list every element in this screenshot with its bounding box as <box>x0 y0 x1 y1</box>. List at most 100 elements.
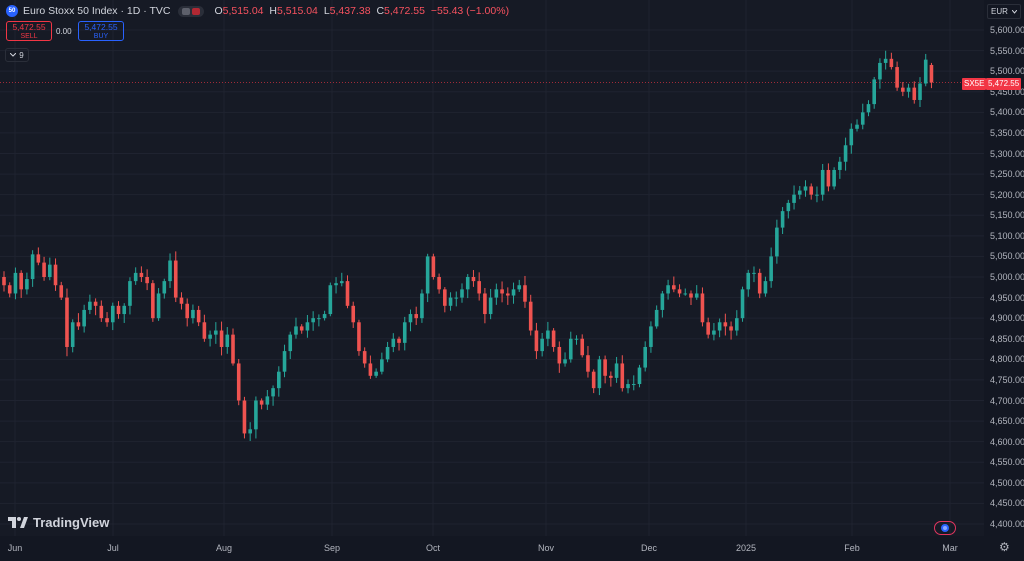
time-axis[interactable] <box>0 536 984 561</box>
candle-body <box>471 277 476 282</box>
tradingview-logo[interactable]: TradingView <box>8 515 109 530</box>
candle-body <box>528 301 533 331</box>
time-tick-label: Oct <box>425 543 441 553</box>
candlestick-chart[interactable] <box>0 0 984 536</box>
price-tick-label: 5,200.00 <box>990 189 1024 200</box>
candle-body <box>694 293 699 298</box>
last-price-label: 5,472.55 <box>986 78 1022 90</box>
candle-body <box>82 309 86 327</box>
candle-body <box>19 272 23 290</box>
price-tick-label: 4,500.00 <box>990 477 1024 488</box>
candle-body <box>672 285 676 290</box>
candle-body <box>110 305 115 323</box>
candle-body <box>797 190 802 195</box>
candle-body <box>254 400 258 430</box>
candle-body <box>906 87 911 92</box>
price-tick-label: 5,350.00 <box>990 127 1024 138</box>
candle-body <box>546 330 550 339</box>
candle-body <box>357 322 361 352</box>
candle-body <box>414 314 418 319</box>
time-tick-label: Sep <box>323 543 341 553</box>
scroll-to-realtime-button[interactable] <box>934 521 956 535</box>
candle-body <box>191 309 195 319</box>
candle-body <box>631 384 636 386</box>
sell-button[interactable]: 5,472.55 SELL <box>6 21 52 41</box>
candle-body <box>7 285 12 294</box>
candle-body <box>591 371 596 389</box>
candle-body <box>752 272 756 274</box>
price-tick-label: 4,800.00 <box>990 354 1024 365</box>
symbol-header: 50 Euro Stoxx 50 Index · 1D · TVC O5,515… <box>6 4 512 18</box>
candle-body <box>36 254 41 263</box>
candle-body <box>494 289 499 298</box>
candle-body <box>196 309 201 323</box>
candle-body <box>151 283 155 319</box>
candle-body <box>523 285 527 302</box>
candle-body <box>156 293 161 319</box>
candle-body <box>878 62 882 80</box>
candle-body <box>345 281 350 306</box>
candle-body <box>25 279 29 290</box>
time-tick-label: Nov <box>537 543 555 553</box>
candle-body <box>299 326 304 331</box>
candle-body <box>99 305 104 319</box>
symbol-title[interactable]: Euro Stoxx 50 Index · 1D · TVC <box>23 5 171 17</box>
candle-body <box>838 161 842 170</box>
ohlc-values: O5,515.04 H5,515.04 L5,437.38 C5,472.55 … <box>214 5 512 17</box>
candle-body <box>236 363 241 401</box>
candle-body <box>643 346 647 368</box>
price-tick-label: 4,650.00 <box>990 416 1024 427</box>
candle-body <box>929 64 934 83</box>
buy-button[interactable]: 5,472.55 BUY <box>78 21 124 41</box>
spread-value: 0.00 <box>56 27 72 36</box>
price-tick-label: 5,150.00 <box>990 210 1024 221</box>
indicators-count: 9 <box>19 50 24 60</box>
candle-body <box>42 262 46 277</box>
candle-body <box>551 330 556 347</box>
candle-body <box>30 254 35 280</box>
index-logo-icon[interactable]: 50 <box>6 5 18 17</box>
candle-body <box>855 124 859 129</box>
chevron-down-icon <box>1012 9 1017 14</box>
candle-body <box>202 322 207 339</box>
candle-body <box>557 346 562 364</box>
chevron-down-icon <box>10 53 17 57</box>
candle-body <box>506 293 510 296</box>
currency-selector[interactable]: EUR <box>987 4 1021 19</box>
candle-body <box>740 289 745 319</box>
candle-body <box>454 297 459 299</box>
candle-body <box>443 289 447 306</box>
close-label: C <box>376 5 385 17</box>
candle-body <box>889 58 894 68</box>
candle-body <box>368 363 373 376</box>
time-tick-label: 2025 <box>735 543 757 553</box>
candle-body <box>609 375 613 378</box>
indicators-toggle[interactable]: 9 <box>5 48 29 62</box>
buy-label: BUY <box>93 33 109 40</box>
high-label: H <box>269 5 278 17</box>
candle-body <box>637 367 642 385</box>
price-tick-label: 5,500.00 <box>990 66 1024 77</box>
candle-body <box>288 334 293 352</box>
candle-body <box>13 272 18 294</box>
candle-body <box>803 186 808 191</box>
price-tick-label: 4,550.00 <box>990 457 1024 468</box>
candle-body <box>883 58 888 63</box>
candle-body <box>339 281 344 284</box>
candle-body <box>614 363 619 378</box>
chart-plot-area[interactable] <box>0 0 984 536</box>
candle-body <box>311 318 315 323</box>
price-tick-label: 4,600.00 <box>990 436 1024 447</box>
candle-body <box>408 314 413 323</box>
price-tick-label: 4,950.00 <box>990 292 1024 303</box>
price-tick-label: 5,300.00 <box>990 148 1024 159</box>
candle-body <box>689 293 693 298</box>
candle-body <box>654 309 659 327</box>
visibility-toggle-icon[interactable] <box>178 5 205 17</box>
price-tick-label: 5,050.00 <box>990 251 1024 262</box>
high-value: 5,515.04 <box>277 5 318 17</box>
candle-body <box>294 326 298 335</box>
candle-body <box>820 169 825 195</box>
price-tick-label: 5,400.00 <box>990 107 1024 118</box>
settings-gear-icon[interactable]: ⚙ <box>999 540 1010 554</box>
